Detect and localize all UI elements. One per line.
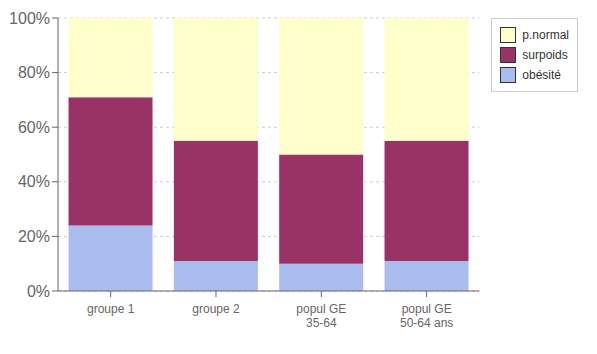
html-text:obésité: obésité: [522, 68, 561, 82]
svg-text:40%: 40%: [18, 173, 50, 190]
svg-text:80%: 80%: [18, 64, 50, 81]
svg-text:popul GE35-64: popul GE35-64: [296, 302, 346, 330]
svg-text:groupe 2: groupe 2: [192, 302, 240, 316]
svg-text:popul GE50-64 ans: popul GE50-64 ans: [400, 302, 453, 330]
svg-text:60%: 60%: [18, 119, 50, 136]
svg-text:0%: 0%: [27, 283, 50, 300]
html-text:p.normal: p.normal: [522, 28, 569, 42]
svg-text:groupe 1: groupe 1: [87, 302, 135, 316]
svg-text:20%: 20%: [18, 228, 50, 245]
html-text:surpoids: surpoids: [522, 48, 568, 62]
svg-text:100%: 100%: [9, 10, 50, 27]
